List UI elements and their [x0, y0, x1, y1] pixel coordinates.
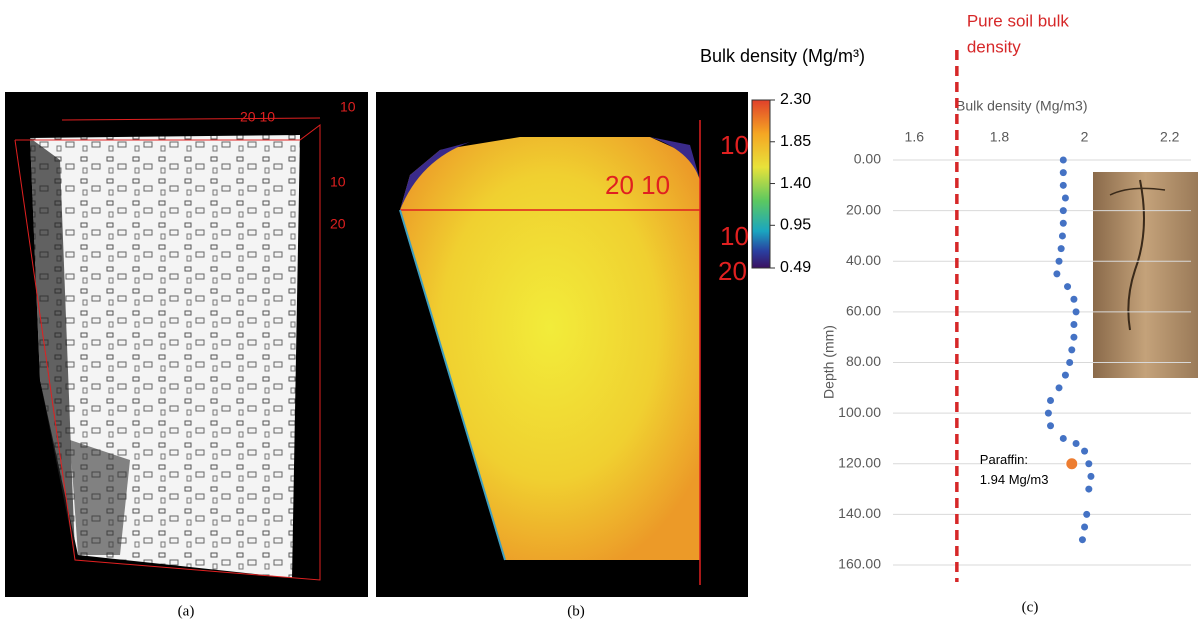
axis-annotation: 10 [720, 221, 749, 251]
data-point [1070, 333, 1078, 341]
data-point [1066, 359, 1074, 366]
data-point [1081, 447, 1089, 455]
y-tick-label: 80.00 [846, 353, 881, 369]
y-tick-label: 120.00 [838, 454, 881, 470]
point-label: Paraffin: [980, 452, 1028, 467]
reference-label: Pure soil bulk [967, 11, 1070, 30]
x-tick-label: 1.8 [990, 129, 1010, 145]
data-point [1059, 207, 1067, 215]
colorbar [751, 99, 771, 269]
axis-annotation: 20 10 [240, 109, 275, 125]
caption: (c) [1022, 599, 1039, 615]
colorbar-tick-label: 0.95 [780, 217, 811, 234]
x-tick-label: 1.6 [905, 129, 925, 145]
y-tick-label: 160.00 [838, 556, 881, 572]
data-point [1070, 321, 1078, 329]
data-point [1057, 245, 1065, 253]
data-point [1059, 181, 1067, 189]
axis-annotation: 10 [330, 174, 346, 190]
data-point [1068, 346, 1076, 354]
data-point [1053, 270, 1061, 278]
colorbar-title: Bulk density (Mg/m³) [700, 46, 865, 66]
data-point [1061, 194, 1069, 202]
axis-annotation: 10 [340, 99, 356, 115]
axis-annotation: 20 [718, 256, 747, 286]
x-axis-title: Bulk density (Mg/m3) [956, 98, 1087, 114]
caption: (a) [178, 603, 195, 619]
y-tick-label: 40.00 [846, 252, 881, 268]
data-point [1078, 536, 1086, 544]
data-point [1047, 396, 1055, 404]
data-point [1087, 472, 1095, 480]
photo-inset [1093, 172, 1198, 378]
x-tick-label: 2.2 [1160, 129, 1180, 145]
data-point [1064, 283, 1072, 291]
y-tick-label: 20.00 [846, 201, 881, 217]
caption: (b) [567, 603, 585, 619]
data-point [1072, 308, 1080, 316]
data-point [1085, 460, 1093, 468]
y-tick-label: 0.00 [854, 151, 881, 167]
data-point [1055, 257, 1063, 265]
panel-b [376, 92, 748, 597]
reference-label: density [967, 37, 1021, 56]
data-point [1055, 384, 1063, 392]
data-point [1081, 523, 1089, 531]
data-point [1070, 295, 1078, 303]
axis-annotation: 20 [330, 216, 346, 232]
data-point [1059, 219, 1067, 227]
panel-a [5, 92, 368, 597]
data-point [1083, 510, 1091, 518]
axis-annotation: 20 10 [605, 170, 670, 200]
data-point [1059, 169, 1067, 177]
data-point [1047, 422, 1055, 430]
colorbar-tick-label: 2.30 [780, 91, 811, 108]
data-point [1044, 409, 1052, 417]
y-axis-title: Depth (mm) [821, 325, 837, 399]
axis-annotation: 10 [720, 130, 749, 160]
data-point [1061, 371, 1069, 379]
data-point [1059, 434, 1067, 442]
point-label: 1.94 Mg/m3 [980, 472, 1049, 487]
data-point [1059, 156, 1067, 164]
y-tick-label: 140.00 [838, 505, 881, 521]
data-point [1085, 485, 1093, 493]
x-tick-label: 2 [1081, 129, 1089, 145]
y-tick-label: 60.00 [846, 303, 881, 319]
y-tick-label: 100.00 [838, 404, 881, 420]
colorbar-tick-label: 0.49 [780, 259, 811, 276]
data-point [1072, 440, 1080, 447]
data-point [1058, 232, 1066, 240]
colorbar-tick-label: 1.85 [780, 133, 811, 150]
paraffin-point [1065, 457, 1079, 471]
colorbar-tick-label: 1.40 [780, 175, 811, 192]
